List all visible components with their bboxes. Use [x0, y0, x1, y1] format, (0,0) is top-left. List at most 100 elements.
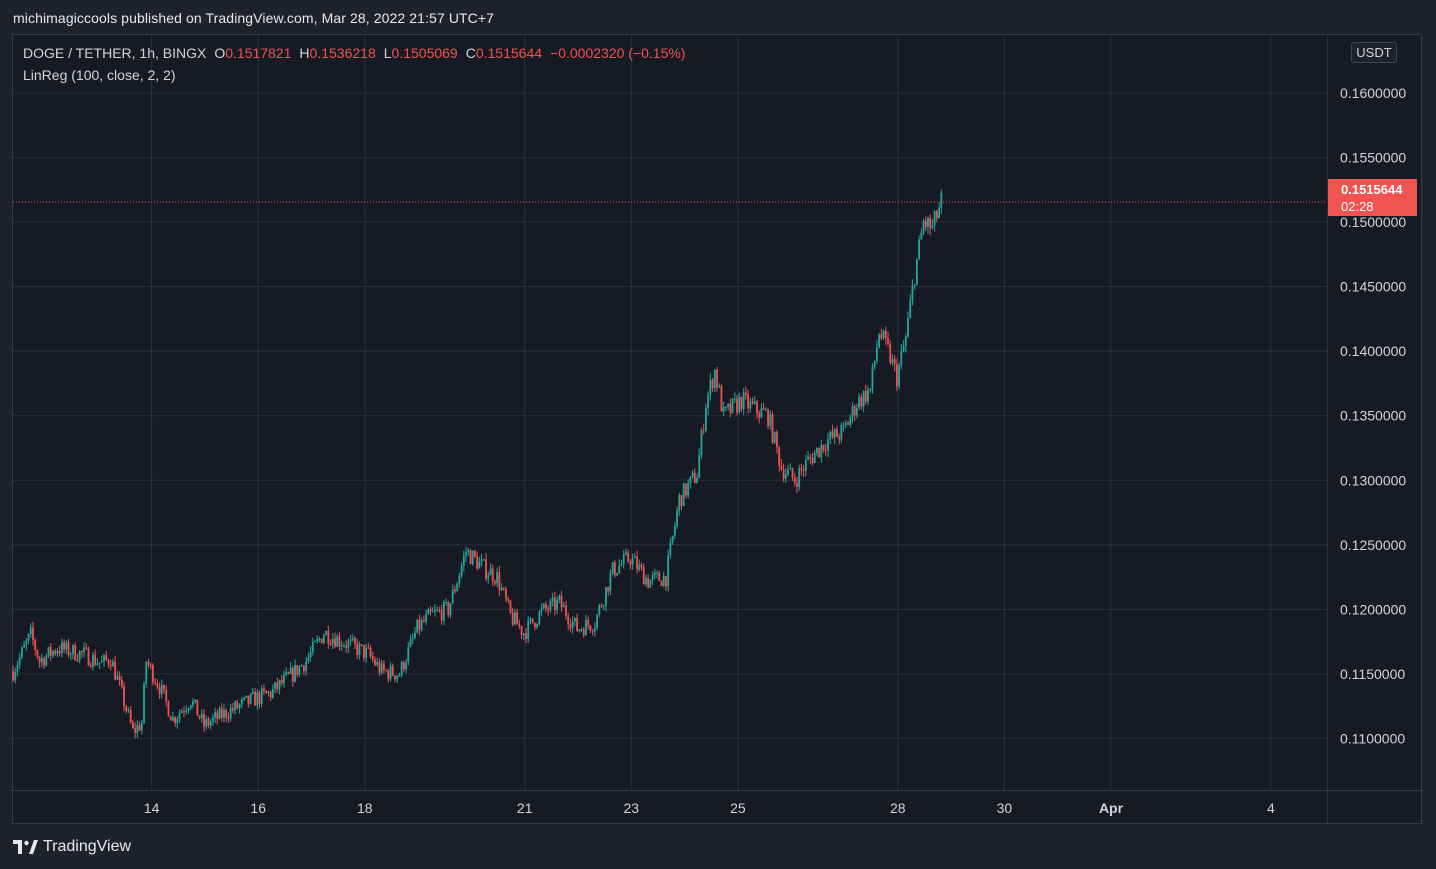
- candle-body: [283, 675, 285, 684]
- candle-series: [12, 189, 943, 739]
- candle-body: [698, 454, 701, 479]
- y-tick-label: 0.1400000: [1340, 343, 1406, 359]
- candle-body: [254, 691, 256, 706]
- candle-body: [47, 647, 50, 656]
- indicator-label[interactable]: LinReg (100, close, 2, 2): [23, 67, 176, 83]
- candle-body: [518, 624, 521, 627]
- candle-body: [742, 392, 745, 410]
- candle-body: [378, 662, 381, 673]
- candle-body: [18, 656, 21, 666]
- candle-body: [791, 468, 794, 478]
- candle-body: [456, 583, 459, 592]
- candle-body: [289, 667, 292, 674]
- candle-body: [431, 611, 434, 613]
- candle-body: [587, 619, 590, 626]
- candle-body: [83, 647, 85, 653]
- candle-body: [16, 665, 19, 672]
- candle-body: [178, 713, 181, 719]
- candle-body: [842, 424, 845, 426]
- candle-body: [229, 708, 232, 719]
- candle-body: [576, 617, 578, 632]
- candle-body: [12, 671, 14, 681]
- candle-body: [465, 551, 467, 557]
- candle-body: [56, 651, 59, 654]
- candle-body: [205, 719, 208, 727]
- candle-body: [234, 701, 236, 711]
- candle-body: [764, 409, 767, 411]
- candle-body: [784, 474, 787, 479]
- candle-body: [267, 692, 270, 694]
- candle-body: [822, 445, 825, 451]
- candle-body: [618, 565, 621, 574]
- candle-body: [194, 699, 197, 702]
- candle-body: [649, 579, 652, 588]
- candle-body: [36, 650, 39, 658]
- candle-body: [211, 717, 214, 722]
- candle-body: [527, 620, 530, 639]
- candle-body: [816, 447, 818, 454]
- candle-body: [538, 611, 541, 625]
- candle-body: [569, 624, 572, 629]
- symbol-label[interactable]: DOGE / TETHER, 1h, BINGX: [23, 45, 207, 61]
- candle-body: [287, 672, 290, 674]
- candle-body: [773, 432, 776, 443]
- candle-body: [840, 424, 843, 440]
- candle-body: [811, 457, 814, 464]
- candle-body: [416, 619, 419, 633]
- candle-body: [376, 662, 379, 665]
- candle-body: [671, 536, 674, 543]
- candle-body: [509, 600, 512, 613]
- grid-lines: [13, 35, 1327, 790]
- candle-body: [425, 614, 427, 622]
- price-axis-labels: 0.1600000 0.1550000 0.1500000 0.1450000 0.14…: [1340, 85, 1406, 746]
- candle-body: [387, 670, 390, 680]
- candle-body: [884, 331, 887, 339]
- candle-body: [65, 642, 68, 650]
- candle-body: [276, 682, 279, 690]
- candle-body: [514, 612, 516, 625]
- candle-body: [609, 573, 612, 592]
- candle-body: [451, 589, 454, 604]
- open-value: 0.1517821: [225, 45, 292, 61]
- candle-body: [218, 708, 221, 719]
- high-label: H: [299, 45, 310, 61]
- candle-body: [189, 705, 192, 709]
- candle-body: [709, 379, 712, 395]
- candle-body: [382, 663, 385, 670]
- candle-body: [531, 618, 534, 623]
- last-price-value: 0.1515644: [1341, 182, 1403, 197]
- candle-body: [522, 633, 525, 636]
- candle-body: [156, 683, 159, 688]
- candle-body: [105, 655, 108, 660]
- candle-body: [434, 610, 436, 612]
- currency-button[interactable]: USDT: [1351, 42, 1397, 63]
- candle-body: [214, 712, 216, 718]
- candle-body: [92, 654, 94, 667]
- candle-body: [445, 601, 447, 603]
- candle-body: [100, 661, 103, 663]
- candle-body: [820, 445, 823, 458]
- candle-body: [380, 663, 383, 673]
- candle-body: [394, 675, 396, 680]
- candle-body: [733, 398, 736, 400]
- x-tick-label: 4: [1267, 800, 1275, 816]
- candle-body: [660, 580, 663, 586]
- candle-body: [720, 385, 723, 412]
- candle-body: [645, 577, 647, 585]
- candle-body: [893, 358, 896, 365]
- candle-body: [338, 636, 341, 647]
- candle-body: [680, 495, 683, 507]
- candle-body: [334, 638, 336, 647]
- candle-body: [469, 550, 472, 565]
- candle-body: [562, 605, 565, 608]
- candle-body: [225, 709, 228, 718]
- brand-footer[interactable]: TradingView: [13, 838, 131, 856]
- candle-body: [236, 701, 239, 709]
- candle-body: [69, 654, 72, 656]
- candle-body: [347, 641, 350, 648]
- candle-body: [487, 575, 490, 579]
- ohlc-legend[interactable]: DOGE / TETHER, 1h, BINGX O0.1517821 H0.153…: [23, 45, 685, 61]
- y-tick-label: 0.1550000: [1340, 150, 1406, 166]
- candle-body: [662, 576, 665, 586]
